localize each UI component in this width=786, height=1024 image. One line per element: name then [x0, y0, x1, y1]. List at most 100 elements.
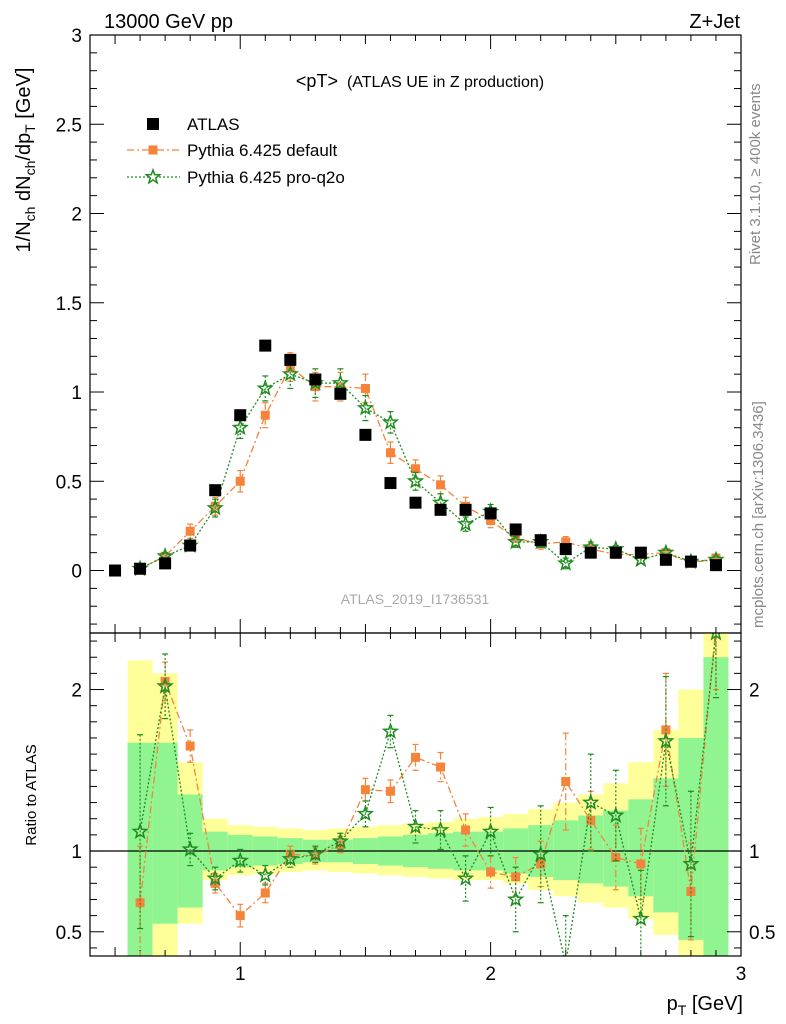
pythia-default-point [461, 825, 471, 835]
pythia-proq2o-point [206, 498, 224, 516]
pythia-default-point [561, 537, 571, 547]
side-rivet-label: Rivet 3.1.10, ≥ 400k events [747, 83, 764, 265]
pythia-proq2o-point [356, 804, 375, 822]
pythia-proq2o-point [582, 793, 600, 810]
pythia-default-point [360, 383, 370, 393]
pythia-proq2o-point [682, 854, 700, 872]
pythia-default-point [411, 464, 420, 474]
lower-y-axis-label: Ratio to ATLAS [23, 744, 40, 845]
pythia-proq2o-point [456, 869, 475, 886]
pythia-proq2o-point [181, 840, 199, 857]
analysis-id: ATLAS_2019_I1736531 [341, 591, 490, 607]
atlas-point [159, 557, 172, 570]
atlas-point [534, 534, 547, 547]
pythia-proq2o-point [632, 909, 650, 927]
pythia-default-point [411, 752, 420, 762]
y-tick-label: 1.5 [56, 294, 82, 315]
pythia-proq2o-point [156, 677, 174, 694]
pythia-default-point [260, 410, 270, 420]
pythia-proq2o-point [456, 514, 475, 532]
y-tick-label: 2.5 [56, 115, 82, 136]
pythia-proq2o-point [381, 722, 400, 739]
upper-series [109, 339, 725, 577]
atlas-point [484, 507, 497, 520]
atlas-point [284, 353, 297, 366]
y-tick-label: 0.5 [56, 923, 82, 944]
legend: ATLAS Pythia 6.425 default Pythia 6.425 pr… [127, 115, 345, 187]
plot-title: <pT> (ATLAS UE in Z production) [296, 71, 544, 91]
y-tick-label: 3 [71, 26, 82, 47]
legend-label-proq2o: Pythia 6.425 pro-q2o [187, 168, 345, 187]
legend-default-marker [148, 145, 158, 155]
pythia-default-point [636, 859, 646, 869]
pythia-default-point [235, 476, 245, 486]
pythia-proq2o-point [431, 820, 450, 838]
atlas-point [234, 409, 247, 422]
pythia-default-point [436, 762, 446, 772]
pythia-default-point [135, 898, 145, 908]
band-inner [152, 742, 178, 924]
atlas-point [309, 373, 322, 386]
proq2o-line [139, 633, 717, 956]
pythia-proq2o-point [206, 869, 224, 886]
pythia-proq2o-point [481, 822, 500, 840]
pythia-proq2o-point [306, 845, 325, 862]
y-tick-label-right: 2 [749, 681, 760, 702]
y-tick-label: 1 [71, 383, 82, 404]
pythia-default-point [561, 777, 571, 787]
atlas-point [409, 496, 422, 509]
upper-y-axis-label: 1/Nch dNch/dpT [GeV] [13, 68, 38, 253]
legend-proq2o-marker [144, 167, 162, 185]
pythia-proq2o-point [710, 633, 722, 641]
legend-label-atlas: ATLAS [187, 115, 240, 134]
pythia-proq2o-point [331, 832, 350, 849]
pythia-default-point [611, 852, 621, 862]
pythia-proq2o-point [256, 379, 274, 396]
pythia-proq2o-point [406, 472, 425, 489]
atlas-point [684, 555, 697, 568]
pythia-default-point [160, 551, 170, 561]
pythia-default-point [436, 480, 446, 490]
y-tick-label: 2 [71, 205, 82, 226]
legend-atlas-marker [147, 118, 159, 130]
pythia-proq2o-point [231, 851, 249, 869]
atlas-point [359, 428, 372, 441]
atlas-point [584, 546, 597, 559]
band-inner [703, 657, 729, 956]
pythia-default-point [235, 911, 245, 921]
atlas-point [209, 484, 222, 497]
lower-frame-border [89, 632, 742, 957]
x-axis-label: pT [GeV] [667, 993, 743, 1018]
pythia-default-point [185, 526, 195, 536]
pythia-default-point [385, 786, 395, 796]
pythia-default-point [661, 548, 671, 558]
atlas-point [709, 559, 722, 572]
atlas-point [634, 546, 647, 559]
atlas-point [659, 553, 672, 566]
pythia-default-point [486, 867, 496, 877]
atlas-point [459, 503, 472, 516]
side-mcplots-label: mcplots.cern.ch [arXiv:1306.3436] [750, 401, 767, 628]
atlas-point [334, 387, 347, 400]
default-line [139, 366, 717, 570]
ratio-series [131, 633, 722, 956]
pythia-proq2o-point [131, 822, 149, 840]
pythia-proq2o-point [406, 817, 425, 835]
pythia-proq2o-point [256, 866, 274, 883]
pythia-proq2o-point [506, 890, 525, 907]
pythia-default-point [185, 741, 195, 751]
atlas-point [134, 562, 147, 575]
pythia-proq2o-point [531, 845, 550, 862]
pythia-proq2o-point [557, 554, 575, 571]
atlas-point [434, 503, 447, 516]
atlas-point [184, 539, 197, 552]
y-tick-label-right: 1 [749, 842, 760, 863]
ratio-panel: 1 2 30.5 0.51 12 2 [56, 632, 775, 985]
pythia-proq2o-point [657, 732, 675, 749]
pythia-proq2o-point [281, 849, 300, 867]
upper-panel: 0 0.5 1 1.5 2 2.5 3 [56, 26, 742, 634]
pythia-default-point [260, 888, 270, 898]
x-tick-label: 1 [235, 964, 246, 985]
pythia-proq2o-point [281, 365, 300, 382]
